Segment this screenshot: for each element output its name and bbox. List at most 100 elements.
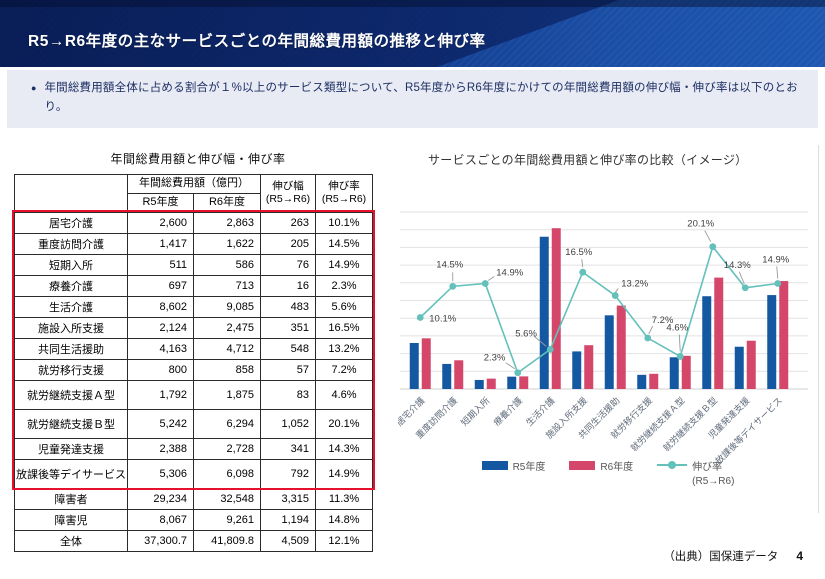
diff-value-cell: 548 — [260, 337, 316, 360]
table-header-rate: 伸び率 (R5→R6) — [315, 174, 373, 213]
r6-value-cell: 41,809.8 — [193, 529, 261, 552]
legend-item-r6: R6年度 — [569, 458, 633, 473]
r5-value-cell: 697 — [127, 274, 194, 297]
diff-value-cell: 4,509 — [260, 529, 316, 552]
service-name-cell: 放課後等デイサービス — [14, 458, 128, 489]
r5-value-cell: 2,124 — [127, 316, 194, 339]
r5-value-cell: 2,388 — [127, 437, 194, 460]
r6-value-cell: 2,475 — [193, 316, 261, 339]
legend-line-dot-icon — [668, 461, 677, 469]
bar-r5 — [604, 315, 614, 389]
table-row: 共同生活援助 4,163 4,712 548 13.2% — [14, 337, 373, 360]
table-row: 放課後等デイサービス 5,306 6,098 792 14.9% — [14, 458, 373, 489]
service-name-cell: 共同生活援助 — [14, 337, 128, 360]
bar-r6 — [616, 305, 626, 389]
bar-r5 — [572, 351, 582, 389]
chart-title: サービスごとの年間総費用額と伸び率の比較（イメージ） — [428, 153, 748, 167]
diff-value-cell: 351 — [260, 316, 316, 339]
table-row: 就労継続支援Ａ型 1,792 1,875 83 4.6% — [14, 379, 373, 410]
diff-value-cell: 1,052 — [260, 408, 316, 439]
bullet-icon: ● — [31, 83, 37, 93]
diff-range-label: (R5→R6) — [265, 193, 311, 206]
rate-value-cell: 4.6% — [315, 379, 373, 410]
r5-value-cell: 800 — [127, 358, 194, 381]
bar-r6 — [519, 376, 529, 389]
r6-value-cell: 9,261 — [193, 508, 261, 531]
table-header-diff: 伸び幅 (R5→R6) — [260, 174, 316, 213]
label-leader-line — [505, 362, 515, 370]
r5-value-cell: 29,234 — [127, 487, 194, 510]
header-band: R5→R6年度の主なサービスごとの年間総費用額の推移と伸び率 — [0, 0, 825, 67]
bar-r6 — [649, 373, 659, 389]
rate-value-cell: 12.1% — [315, 529, 373, 552]
diff-value-cell: 16 — [260, 274, 316, 297]
r6-value-cell: 2,863 — [193, 211, 261, 234]
rate-value-cell: 2.3% — [315, 274, 373, 297]
table-row: 就労継続支援Ｂ型 5,242 6,294 1,052 20.1% — [14, 408, 373, 439]
rate-data-label: 14.9% — [496, 268, 523, 279]
r6-value-cell: 32,548 — [193, 487, 261, 510]
rate-value-cell: 11.3% — [315, 487, 373, 510]
line-marker — [774, 280, 782, 287]
diff-value-cell: 263 — [260, 211, 316, 234]
x-axis-label: 居宅介護 — [398, 395, 427, 428]
bar-r5 — [734, 346, 744, 389]
r5-value-cell: 37,300.7 — [127, 529, 194, 552]
service-name-cell: 療養介護 — [14, 274, 128, 297]
rate-value-cell: 14.3% — [315, 437, 373, 460]
r6-value-cell: 4,712 — [193, 337, 261, 360]
x-axis-label: 就労継続支援Ａ型 — [628, 395, 687, 454]
r6-value-cell: 1,622 — [193, 232, 261, 255]
bar-r6 — [746, 340, 756, 389]
r5-value-cell: 1,417 — [127, 232, 194, 255]
rate-value-cell: 13.2% — [315, 337, 373, 360]
rate-value-cell: 7.2% — [315, 358, 373, 381]
service-name-cell: 重度訪問介護 — [14, 232, 128, 255]
legend-item-rate: 伸び率 (R5→R6) — [657, 458, 734, 487]
rate-value-cell: 20.1% — [315, 408, 373, 439]
bar-r5 — [637, 374, 647, 389]
line-marker — [514, 369, 522, 377]
table-wrap: 年間総費用額（億円） 伸び幅 (R5→R6) 伸び率 (R5→R6) R5年度 … — [12, 174, 375, 552]
footer: （出典）国保連データ 4 — [663, 548, 803, 564]
chart-legend: R5年度 R6年度 伸び率 (R5→R6) — [398, 458, 818, 487]
label-leader-line — [648, 325, 654, 335]
legend-label-r5: R5年度 — [512, 461, 546, 473]
r6-value-cell: 1,875 — [193, 379, 261, 410]
rate-data-label: 4.6% — [666, 322, 688, 333]
table-group-header: 年間総費用額（億円） — [127, 174, 261, 194]
x-axis-label: 生活介護 — [523, 395, 556, 428]
label-leader-line — [678, 334, 681, 352]
growth-rate-line — [419, 244, 778, 374]
line-marker — [611, 292, 619, 299]
bar-r5 — [507, 376, 517, 389]
page-number: 4 — [796, 549, 803, 563]
rate-data-label: 7.2% — [652, 315, 674, 326]
cost-table: 年間総費用額（億円） 伸び幅 (R5→R6) 伸び率 (R5→R6) R5年度 … — [14, 174, 373, 552]
diff-value-cell: 57 — [260, 358, 316, 381]
bar-r6 — [779, 281, 789, 389]
r5-value-cell: 2,600 — [127, 211, 194, 234]
r5-value-cell: 1,792 — [127, 379, 194, 410]
r5-value-cell: 5,306 — [127, 458, 194, 489]
table-row: 障害者 29,234 32,548 3,315 11.3% — [14, 487, 373, 510]
bar-r6 — [486, 378, 496, 389]
table-corner-cell — [14, 174, 128, 213]
table-row: 重度訪問介護 1,417 1,622 205 14.5% — [14, 232, 373, 255]
rate-value-cell: 14.9% — [315, 253, 373, 276]
diff-value-cell: 792 — [260, 458, 316, 489]
bar-r5 — [539, 236, 549, 389]
r6-value-cell: 858 — [193, 358, 261, 381]
service-name-cell: 短期入所 — [14, 253, 128, 276]
service-name-cell: 施設入所支援 — [14, 316, 128, 339]
bar-r6 — [551, 228, 561, 389]
rate-value-cell: 10.1% — [315, 211, 373, 234]
rate-label: 伸び率 — [328, 180, 360, 193]
line-marker — [546, 345, 554, 353]
notice-text: 年間総費用額全体に占める割合が１%以上のサービス類型について、R5年度からR6年… — [44, 82, 798, 113]
table-title: 年間総費用額と伸び幅・伸び率 — [110, 152, 286, 166]
diff-value-cell: 205 — [260, 232, 316, 255]
line-marker — [741, 284, 749, 292]
diff-value-cell: 483 — [260, 295, 316, 318]
label-leader-line — [776, 266, 779, 279]
